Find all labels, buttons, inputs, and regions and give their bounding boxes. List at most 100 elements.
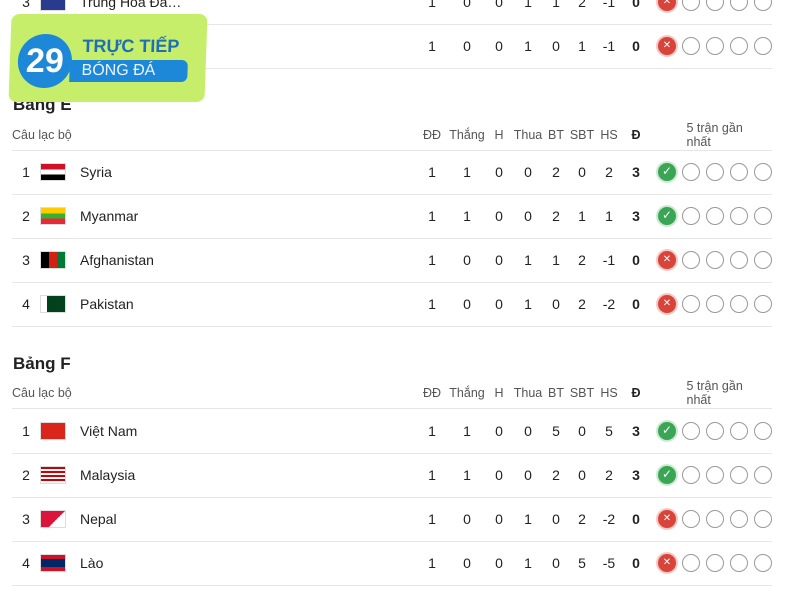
stat-gf: 2 (552, 164, 560, 180)
empty-form-circle-icon (730, 466, 748, 484)
empty-form-circle-icon (706, 295, 724, 313)
team-row[interactable]: 3 Nepal 1 0 0 1 0 2 -2 0 ✕ (12, 497, 772, 542)
team-row[interactable]: 3 Trung Hoa Đà… 1 0 0 1 1 2 -1 0 ✕ (12, 0, 772, 25)
stat-pts: 3 (632, 423, 640, 439)
team-name[interactable]: Syria (80, 164, 112, 180)
team-name[interactable]: Afghanistan (80, 252, 154, 268)
empty-form-circle-icon (754, 0, 772, 11)
stat-ga: 2 (578, 0, 586, 10)
empty-form-circle-icon (706, 510, 724, 528)
stat-gd: 5 (605, 423, 613, 439)
stat-played: 1 (428, 164, 436, 180)
team-row[interactable]: 4 Pakistan 1 0 0 1 0 2 -2 0 ✕ (12, 282, 772, 327)
team-name[interactable]: Pakistan (80, 296, 134, 312)
col-pts: Đ (631, 128, 641, 142)
afghanistan-flag-icon (40, 251, 66, 269)
empty-form-circle-icon (754, 466, 772, 484)
loss-x-icon: ✕ (658, 510, 676, 528)
stat-gf: 0 (552, 555, 560, 571)
empty-form-circle-icon (754, 422, 772, 440)
team-name[interactable]: Nepal (80, 511, 117, 527)
team-name[interactable]: Trung Hoa Đà… (80, 0, 182, 10)
empty-form-circle-icon (706, 251, 724, 269)
stat-lost: 1 (524, 296, 532, 312)
stat-gd: 2 (605, 164, 613, 180)
logo-line1: TRỰC TIẾP (82, 36, 180, 56)
stat-pts: 3 (632, 467, 640, 483)
stat-draw: 0 (495, 296, 503, 312)
stat-played: 1 (428, 208, 436, 224)
stat-ga: 0 (578, 423, 586, 439)
empty-form-circle-icon (754, 554, 772, 572)
col-lost: Thua (513, 386, 543, 400)
team-name[interactable]: Lào (80, 555, 104, 571)
stat-played: 1 (428, 252, 436, 268)
team-row[interactable]: 4 Lào 1 0 0 1 0 5 -5 0 ✕ (12, 541, 772, 586)
empty-form-circle-icon (682, 163, 700, 181)
team-name[interactable]: Myanmar (80, 208, 139, 224)
stat-won: 1 (463, 208, 471, 224)
malaysia-flag-icon (40, 466, 66, 484)
empty-form-circle-icon (682, 0, 700, 11)
stat-lost: 0 (524, 208, 532, 224)
stat-gd: -2 (602, 511, 616, 527)
empty-form-circle-icon (682, 422, 700, 440)
stat-ga: 2 (578, 252, 586, 268)
team-name[interactable]: Malaysia (80, 467, 136, 483)
team-row[interactable]: 2 Malaysia 1 1 0 0 2 0 2 3 ✓ (12, 453, 772, 498)
team-row[interactable]: 1 Syria 1 1 0 0 2 0 2 3 ✓ (12, 150, 772, 195)
stat-pts: 0 (632, 296, 640, 312)
team-row[interactable]: 1 Việt Nam 1 1 0 0 5 0 5 3 ✓ (12, 409, 772, 454)
table-header: Câu lạc bộ ĐĐ Thắng H Thua BT SBT HS Đ 5 trận gần… (12, 378, 772, 409)
col-draw: H (494, 128, 504, 142)
table-header: Câu lạc bộ ĐĐ Thắng H Thua BT SBT HS Đ 5 trận gần… (12, 120, 772, 151)
empty-form-circle-icon (730, 37, 748, 55)
win-check-icon: ✓ (658, 207, 676, 225)
stat-won: 0 (463, 252, 471, 268)
stat-gd: -1 (602, 38, 616, 54)
team-row[interactable]: 1 0 0 1 0 1 -1 0 ✕ (12, 24, 772, 69)
empty-form-circle-icon (682, 466, 700, 484)
col-pts: Đ (631, 386, 641, 400)
stat-pts: 0 (632, 555, 640, 571)
chinese-taipei-flag-icon (40, 0, 66, 11)
stat-gd: -5 (602, 555, 616, 571)
vietnam-flag-icon (40, 422, 66, 440)
loss-x-icon: ✕ (658, 0, 676, 11)
empty-form-circle-icon (754, 37, 772, 55)
col-gd: HS (600, 128, 618, 142)
stat-ga: 0 (578, 164, 586, 180)
col-won: Thắng (449, 128, 485, 142)
empty-form-circle-icon (754, 295, 772, 313)
rank: 4 (22, 296, 30, 312)
col-gd: HS (600, 386, 618, 400)
col-gf: BT (548, 386, 564, 400)
stat-pts: 0 (632, 252, 640, 268)
stat-gf: 0 (552, 511, 560, 527)
syria-flag-icon (40, 163, 66, 181)
team-row[interactable]: 2 Myanmar 1 1 0 0 2 1 1 3 ✓ (12, 194, 772, 239)
empty-form-circle-icon (682, 510, 700, 528)
rank: 1 (22, 423, 30, 439)
empty-form-circle-icon (682, 295, 700, 313)
empty-form-circle-icon (682, 251, 700, 269)
loss-x-icon: ✕ (658, 251, 676, 269)
rank: 3 (22, 252, 30, 268)
col-ga: SBT (569, 386, 595, 400)
stat-played: 1 (428, 423, 436, 439)
col-club: Câu lạc bộ (12, 128, 72, 142)
col-won: Thắng (449, 386, 485, 400)
stat-won: 1 (463, 467, 471, 483)
empty-form-circle-icon (706, 207, 724, 225)
loss-x-icon: ✕ (658, 554, 676, 572)
stat-lost: 1 (524, 38, 532, 54)
empty-form-circle-icon (730, 163, 748, 181)
stat-won: 0 (463, 555, 471, 571)
stat-won: 0 (463, 38, 471, 54)
team-row[interactable]: 3 Afghanistan 1 0 0 1 1 2 -1 0 ✕ (12, 238, 772, 283)
stat-draw: 0 (495, 467, 503, 483)
team-name[interactable]: Việt Nam (80, 423, 138, 439)
win-check-icon: ✓ (658, 422, 676, 440)
col-club: Câu lạc bộ (12, 386, 72, 400)
stat-gd: -1 (602, 252, 616, 268)
